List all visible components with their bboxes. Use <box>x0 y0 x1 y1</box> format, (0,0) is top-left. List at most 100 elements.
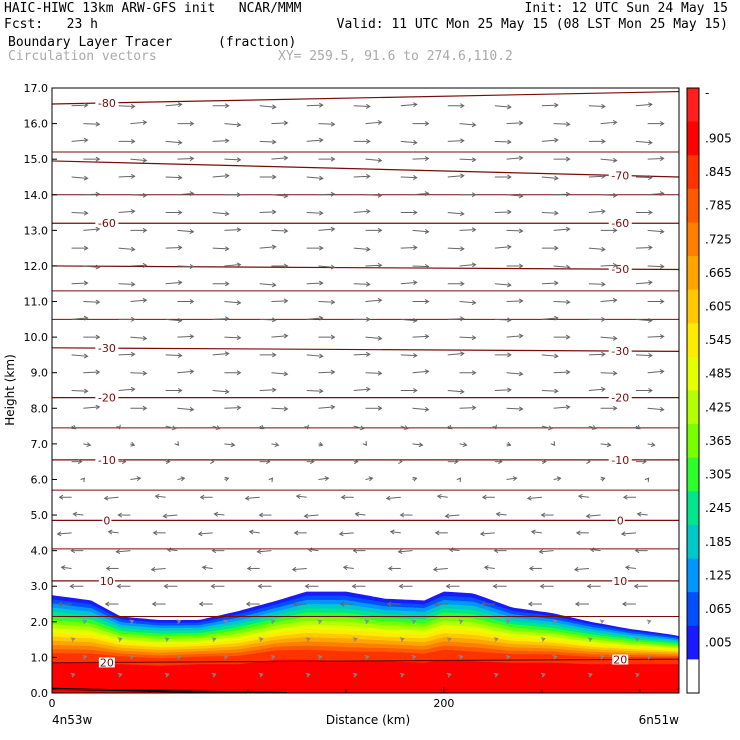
vector-head <box>342 565 348 571</box>
vector-head <box>211 548 217 554</box>
isotherm-labeled-line <box>52 90 679 105</box>
vector-shaft <box>494 318 511 321</box>
vector-head <box>377 227 383 233</box>
vector-shaft <box>83 265 100 268</box>
field-units: (fraction) <box>218 35 297 50</box>
vector-head <box>162 513 168 519</box>
y-tick-label: 10.0 <box>24 331 49 344</box>
vector-head <box>224 476 230 482</box>
vector-head <box>471 300 477 306</box>
vector-head <box>648 280 653 286</box>
vector-head <box>152 530 158 536</box>
vector-head <box>554 388 559 394</box>
vector-head <box>542 459 547 465</box>
vector-head <box>436 493 442 499</box>
vector-head <box>130 103 136 109</box>
vector-head <box>130 173 136 179</box>
vector-shaft <box>355 513 366 516</box>
vector-shaft <box>506 229 523 232</box>
y-tick-label: 5.0 <box>31 509 49 522</box>
vector-shaft <box>224 336 241 339</box>
colorbar-label: .305 <box>705 468 732 482</box>
vector-head <box>104 601 110 607</box>
vector-head <box>283 193 289 199</box>
vector-shaft <box>308 548 319 552</box>
vector-head <box>480 601 486 607</box>
vector-shaft <box>574 567 589 571</box>
vector-shaft <box>412 265 429 268</box>
colorbar-label: .665 <box>705 266 732 280</box>
vector-head <box>189 406 195 412</box>
vector-shaft <box>365 264 382 267</box>
vector-shaft <box>353 283 370 285</box>
vector-shaft <box>165 425 176 430</box>
vector-shaft <box>484 566 495 569</box>
vector-shaft <box>449 548 460 552</box>
vector-head <box>518 120 524 126</box>
vector-head <box>95 334 101 340</box>
vector-head <box>365 208 371 214</box>
vector-shaft <box>635 140 652 144</box>
vector-head <box>493 637 499 642</box>
vector-shaft <box>224 123 241 126</box>
isotherm-label-bg <box>98 657 115 668</box>
vector-head <box>460 138 465 144</box>
vector-head <box>659 369 665 375</box>
vector-shaft <box>271 157 288 160</box>
isotherm-label-bg <box>95 218 119 229</box>
vector-shaft <box>271 372 288 375</box>
vector-shaft <box>271 122 288 125</box>
vector-shaft <box>447 247 464 250</box>
vector-shaft <box>318 193 335 196</box>
colorbar-segment <box>687 659 699 694</box>
vector-head <box>606 442 612 448</box>
vector-shaft <box>177 407 194 411</box>
vector-head <box>70 672 76 678</box>
vector-head <box>612 262 618 268</box>
isotherm-label-bg <box>95 454 119 465</box>
vector-shaft <box>259 283 276 286</box>
vector-shaft <box>83 193 100 196</box>
vector-shaft <box>506 335 523 338</box>
vector-shaft <box>506 407 523 410</box>
vector-shaft <box>318 477 329 480</box>
vector-head <box>189 191 195 197</box>
vector-shaft <box>163 514 178 517</box>
vector-shaft <box>165 103 182 107</box>
vector-shaft <box>588 105 605 107</box>
vector-head <box>601 281 606 287</box>
isotherm-label: 10 <box>100 575 114 588</box>
vector-shaft <box>586 514 601 517</box>
colorbar: - .905 .845 .785 .725 .665 .605 .545 .485 .425 .36… <box>686 86 732 694</box>
vector-shaft <box>365 477 373 480</box>
vector-head <box>492 583 498 589</box>
vector-head <box>506 441 512 447</box>
vector-head <box>659 264 665 269</box>
vector-shaft <box>245 496 260 499</box>
vector-shaft <box>306 282 323 285</box>
vector-head <box>83 388 89 394</box>
vector-head <box>642 459 647 465</box>
colorbar-frame <box>686 87 700 694</box>
vector-head <box>471 335 477 341</box>
colorbar-label: .365 <box>705 434 732 448</box>
vector-head <box>60 565 66 571</box>
vector-head <box>565 334 571 340</box>
vector-shaft <box>541 317 558 320</box>
vector-head <box>177 245 183 251</box>
vector-head <box>246 565 252 571</box>
vector-shaft <box>130 299 147 303</box>
vector-head <box>95 369 101 375</box>
vector-shaft <box>71 139 88 142</box>
vector-shaft <box>635 281 652 285</box>
vector-head <box>365 386 371 392</box>
isotherm-contours: -80-70-60 -60-50-30 -30-20 -20-10 -100 010 102… <box>52 90 679 690</box>
colorbar-segment <box>687 424 699 459</box>
vector-head <box>471 405 477 411</box>
vector-head <box>456 477 462 483</box>
colorbar-label: .125 <box>705 568 732 582</box>
vector-head <box>634 548 640 554</box>
vector-head <box>283 371 289 377</box>
vector-shaft <box>130 336 147 340</box>
y-tick-label: 17.0 <box>24 82 49 95</box>
